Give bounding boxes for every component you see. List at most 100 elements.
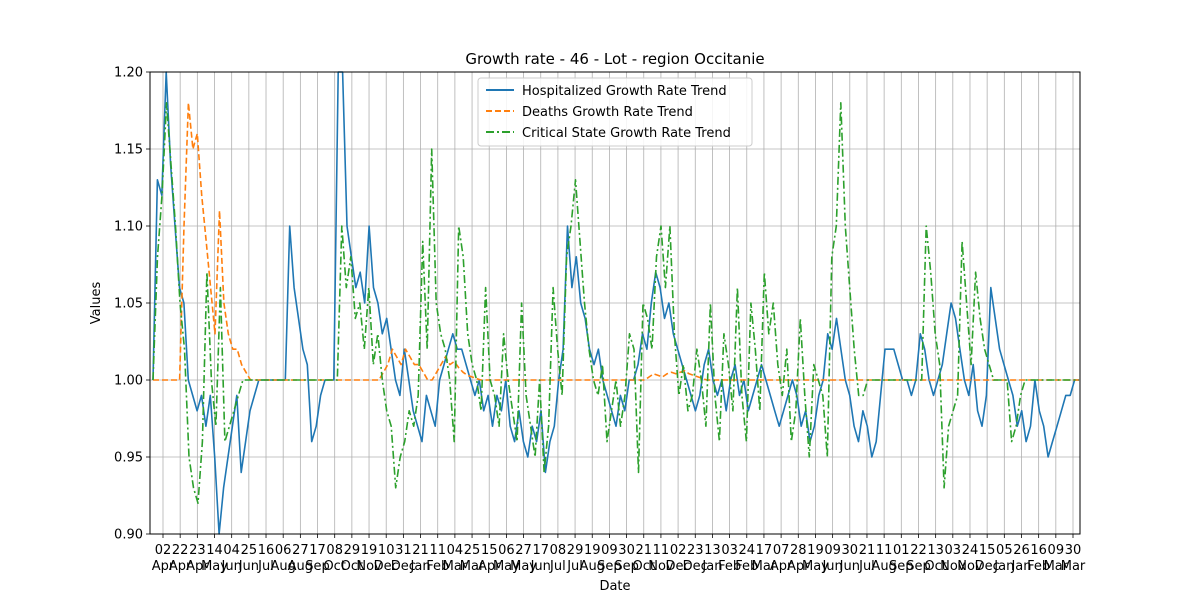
x-tick-day-label: 15	[979, 543, 996, 558]
x-tick-day-label: 19	[361, 543, 378, 558]
x-tick-month-label: Dec	[374, 559, 399, 574]
x-tick-month-label: Apr	[770, 559, 793, 574]
x-tick-month-label: Apr	[787, 559, 810, 574]
x-tick-day-label: 31	[395, 543, 412, 558]
x-tick-month-label: Mar	[1044, 559, 1069, 574]
chart-title: Growth rate - 46 - Lot - region Occitani…	[465, 50, 764, 68]
y-tick-label: 1.20	[114, 66, 143, 81]
x-tick-month-label: Jun	[821, 559, 842, 574]
x-tick-month-label: Jul	[549, 559, 566, 574]
x-tick-day-label: 21	[635, 543, 652, 558]
x-tick-day-label: 02	[670, 543, 687, 558]
x-tick-month-label: Sep	[906, 559, 931, 574]
series-line-0	[152, 71, 1079, 535]
x-tick-day-label: 28	[790, 543, 807, 558]
x-tick-day-label: 11	[876, 543, 893, 558]
x-tick-day-label: 16	[258, 543, 275, 558]
x-tick-month-label: Aug	[270, 559, 295, 574]
x-tick-month-label: Apr	[478, 559, 501, 574]
x-tick-day-label: 30	[842, 543, 859, 558]
x-tick-day-label: 13	[927, 543, 944, 558]
x-tick-month-label: Mar	[460, 559, 485, 574]
x-tick-day-label: 08	[326, 543, 343, 558]
legend-label-hospitalized: Hospitalized Growth Rate Trend	[522, 84, 727, 99]
x-tick-day-label: 19	[807, 543, 824, 558]
x-tick-day-label: 11	[429, 543, 446, 558]
x-tick-month-label: Oct	[633, 559, 655, 574]
x-tick-day-label: 22	[910, 543, 927, 558]
x-tick-month-label: Apr	[169, 559, 192, 574]
x-tick-month-label: Sep	[889, 559, 914, 574]
x-tick-month-label: Feb	[426, 559, 449, 574]
x-tick-month-label: Mar	[752, 559, 777, 574]
x-tick-day-label: 17	[756, 543, 773, 558]
y-axis-ticks: 0.90 0.95 1.00 1.05 1.10 1.15 1.20	[114, 66, 150, 543]
x-tick-day-label: 09	[1048, 543, 1065, 558]
x-tick-day-label: 03	[721, 543, 738, 558]
x-tick-month-label: May	[510, 559, 537, 574]
x-tick-day-label: 25	[464, 543, 481, 558]
x-tick-day-label: 26	[1013, 543, 1030, 558]
x-tick-day-label: 27	[515, 543, 532, 558]
x-tick-day-label: 04	[447, 543, 464, 558]
x-tick-month-label: Mar	[1061, 559, 1086, 574]
x-tick-day-label: 25	[241, 543, 258, 558]
x-tick-month-label: Jun	[839, 559, 860, 574]
legend-label-deaths: Deaths Growth Rate Trend	[522, 105, 693, 120]
x-tick-month-label: Sep	[305, 559, 330, 574]
x-tick-day-label: 21	[412, 543, 429, 558]
x-tick-day-label: 17	[309, 543, 326, 558]
y-tick-label: 1.00	[114, 374, 143, 389]
y-tick-label: 1.05	[114, 297, 143, 312]
x-tick-day-label: 16	[1030, 543, 1047, 558]
x-tick-month-label: Mar	[443, 559, 468, 574]
legend-label-critical: Critical State Growth Rate Trend	[522, 126, 731, 141]
x-tick-day-label: 30	[618, 543, 635, 558]
x-tick-month-label: Jan	[993, 559, 1014, 574]
x-tick-month-label: May	[802, 559, 829, 574]
x-axis-label: Date	[599, 579, 630, 594]
x-tick-month-label: Jul	[257, 559, 274, 574]
y-tick-label: 0.95	[114, 451, 143, 466]
x-tick-month-label: Oct	[341, 559, 363, 574]
x-tick-day-label: 02	[155, 543, 172, 558]
legend-box	[477, 77, 753, 147]
y-tick-label: 1.10	[114, 220, 143, 235]
x-tick-month-label: May	[201, 559, 228, 574]
x-tick-month-label: Feb	[1027, 559, 1050, 574]
x-tick-month-label: Jun	[530, 559, 551, 574]
x-tick-day-label: 03	[945, 543, 962, 558]
x-tick-day-label: 14	[206, 543, 223, 558]
series-line-1	[153, 102, 1079, 381]
x-tick-day-label: 30	[1065, 543, 1082, 558]
x-tick-day-label: 17	[532, 543, 549, 558]
x-tick-month-label: Nov	[940, 559, 966, 574]
y-axis-label: Values	[89, 282, 104, 325]
series-lines	[152, 71, 1079, 535]
x-tick-day-label: 01	[893, 543, 910, 558]
x-tick-day-label: 23	[687, 543, 704, 558]
x-tick-month-label: Aug	[580, 559, 605, 574]
x-tick-day-label: 29	[344, 543, 361, 558]
x-tick-month-label: Oct	[924, 559, 946, 574]
x-tick-day-label: 15	[481, 543, 498, 558]
x-tick-day-label: 24	[739, 543, 756, 558]
x-tick-month-label: Apr	[152, 559, 175, 574]
y-tick-label: 0.90	[114, 528, 143, 543]
x-tick-day-label: 09	[601, 543, 618, 558]
x-tick-month-label: Jan	[1010, 559, 1031, 574]
x-tick-month-label: Aug	[871, 559, 896, 574]
x-tick-day-label: 08	[550, 543, 567, 558]
x-tick-month-label: Jan	[701, 559, 722, 574]
x-tick-month-label: Apr	[186, 559, 209, 574]
x-tick-day-label: 21	[859, 543, 876, 558]
x-tick-day-label: 13	[704, 543, 721, 558]
x-tick-day-label: 24	[962, 543, 979, 558]
x-tick-month-label: Nov	[648, 559, 674, 574]
x-tick-month-label: Aug	[288, 559, 313, 574]
x-tick-month-label: Nov	[356, 559, 382, 574]
x-tick-month-label: Dec	[666, 559, 691, 574]
x-tick-day-label: 27	[292, 543, 309, 558]
x-tick-day-label: 11	[653, 543, 670, 558]
